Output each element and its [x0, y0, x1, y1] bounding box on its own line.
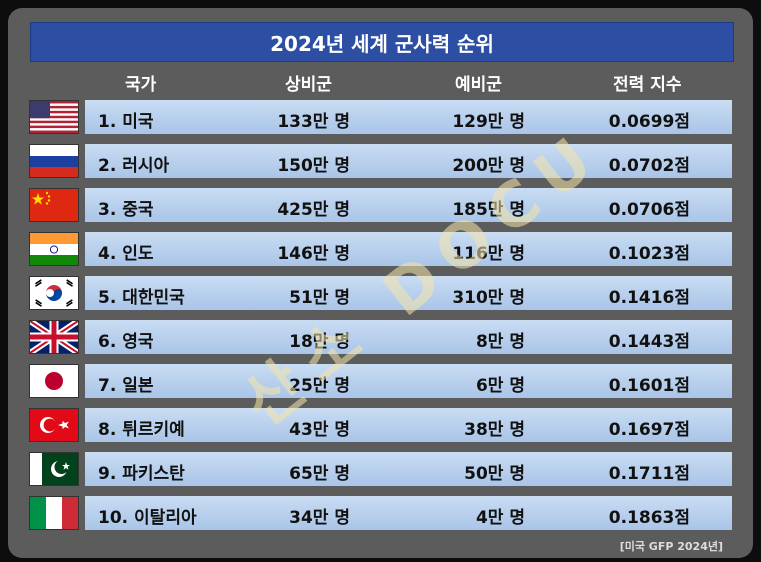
table-row: 3. 중국 425만 명 185만 명 0.0706점: [30, 188, 732, 222]
row-bar: [85, 364, 732, 398]
row-bar: [85, 188, 732, 222]
country-name: 10. 이탈리아: [98, 508, 197, 528]
power-index: 0.0702점: [608, 156, 690, 176]
china-flag-icon: [30, 189, 78, 221]
table-row: 9. 파키스탄 65만 명 50만 명 0.1711점: [30, 452, 732, 486]
table-row: 4. 인도 146만 명 116만 명 0.1023점: [30, 232, 732, 266]
table-row: 5. 대한민국 51만 명 310만 명 0.1416점: [30, 276, 732, 310]
row-bar: [85, 496, 732, 530]
panel: 2024년 세계 군사력 순위 국가 상비군 예비군 전력 지수: [8, 8, 753, 558]
country-name: 1. 미국: [98, 112, 154, 132]
header-reserve: 예비군: [455, 75, 502, 95]
active-troops: 65만 명: [289, 464, 350, 484]
reserve-troops: 310만 명: [452, 288, 525, 308]
uk-flag-icon: [30, 321, 78, 353]
header-power: 전력 지수: [613, 75, 682, 95]
power-index: 0.1416점: [608, 288, 690, 308]
country-name: 6. 영국: [98, 332, 154, 352]
japan-flag-icon: [30, 365, 78, 397]
country-name: 2. 러시아: [98, 156, 170, 176]
active-troops: 25만 명: [289, 376, 350, 396]
russia-flag-icon: [30, 145, 78, 177]
italy-flag-icon: [30, 497, 78, 529]
reserve-troops: 38만 명: [464, 420, 525, 440]
country-name: 8. 튀르키예: [98, 420, 185, 440]
power-index: 0.0706점: [608, 200, 690, 220]
reserve-troops: 200만 명: [452, 156, 525, 176]
row-bar: [85, 232, 732, 266]
table-row: 1. 미국 133만 명 129만 명 0.0699점: [30, 100, 732, 134]
header-active: 상비군: [285, 75, 332, 95]
country-name: 3. 중국: [98, 200, 154, 220]
title-bar: 2024년 세계 군사력 순위: [30, 22, 734, 62]
country-name: 7. 일본: [98, 376, 154, 396]
country-name: 5. 대한민국: [98, 288, 185, 308]
reserve-troops: 6만 명: [475, 376, 525, 396]
table-row: 7. 일본 25만 명 6만 명 0.1601점: [30, 364, 732, 398]
reserve-troops: 116만 명: [452, 244, 525, 264]
turkey-flag-icon: [30, 409, 78, 441]
usa-flag-icon: [30, 101, 78, 133]
power-index: 0.1443점: [608, 332, 690, 352]
active-troops: 133만 명: [277, 112, 350, 132]
source-note: [미국 GFP 2024년]: [619, 540, 723, 553]
reserve-troops: 8만 명: [475, 332, 525, 352]
table-row: 8. 튀르키예 43만 명 38만 명 0.1697점: [30, 408, 732, 442]
row-bar: [85, 452, 732, 486]
header-row: 국가 상비군 예비군 전력 지수: [30, 66, 732, 96]
table-row: 6. 영국 18만 명 8만 명 0.1443점: [30, 320, 732, 354]
ranking-table: 1. 미국 133만 명 129만 명 0.0699점 2. 러시아 150만 …: [30, 100, 732, 540]
active-troops: 425만 명: [277, 200, 350, 220]
header-country: 국가: [125, 75, 157, 95]
reserve-troops: 129만 명: [452, 112, 525, 132]
power-index: 0.1601점: [608, 376, 690, 396]
power-index: 0.1711점: [608, 464, 690, 484]
active-troops: 43만 명: [289, 420, 350, 440]
power-index: 0.0699점: [608, 112, 690, 132]
pakistan-flag-icon: [30, 453, 78, 485]
reserve-troops: 50만 명: [464, 464, 525, 484]
active-troops: 51만 명: [289, 288, 350, 308]
country-name: 9. 파키스탄: [98, 464, 185, 484]
active-troops: 34만 명: [289, 508, 350, 528]
power-index: 0.1023점: [608, 244, 690, 264]
row-bar: [85, 276, 732, 310]
country-name: 4. 인도: [98, 244, 154, 264]
active-troops: 150만 명: [277, 156, 350, 176]
reserve-troops: 185만 명: [452, 200, 525, 220]
reserve-troops: 4만 명: [475, 508, 525, 528]
active-troops: 146만 명: [277, 244, 350, 264]
page-title: 2024년 세계 군사력 순위: [270, 31, 494, 56]
korea-flag-icon: [30, 277, 78, 309]
row-bar: [85, 144, 732, 178]
row-bar: [85, 100, 732, 134]
india-flag-icon: [30, 233, 78, 265]
active-troops: 18만 명: [289, 332, 350, 352]
power-index: 0.1863점: [608, 508, 690, 528]
power-index: 0.1697점: [608, 420, 690, 440]
row-bar: [85, 320, 732, 354]
row-bar: [85, 408, 732, 442]
table-row: 10. 이탈리아 34만 명 4만 명 0.1863점: [30, 496, 732, 530]
table-row: 2. 러시아 150만 명 200만 명 0.0702점: [30, 144, 732, 178]
